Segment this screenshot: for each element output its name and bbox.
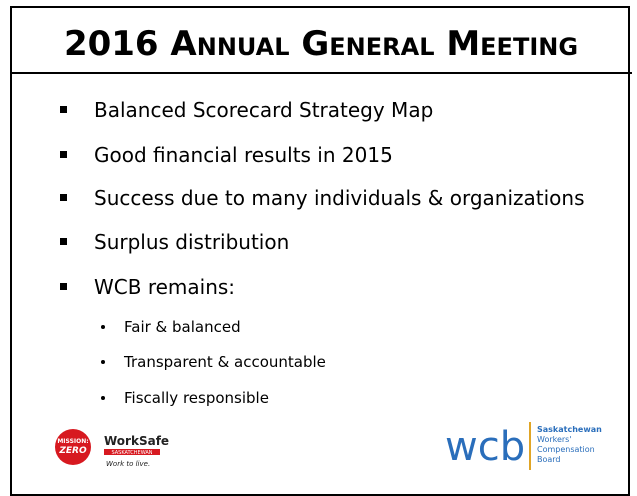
slide-title: 2016 Annual General Meeting <box>63 24 579 64</box>
zero-text: ZERO <box>58 446 87 456</box>
worksafe-logo: MISSION: ZERO WorkSafe SASKATCHEWAN Work… <box>55 429 169 468</box>
sub-bullet: Fiscally responsible <box>124 389 269 407</box>
sub-bullet-marker <box>101 325 105 329</box>
bullet: WCB remains: <box>94 275 236 299</box>
bullet-marker <box>60 238 67 245</box>
bullet-marker <box>60 151 67 158</box>
wcb-line: Workers' <box>537 435 572 444</box>
wcb-line: Saskatchewan <box>537 425 602 434</box>
worksafe-region: SASKATCHEWAN <box>111 450 152 456</box>
bullet-marker <box>60 194 67 201</box>
wcb-logo: wcb Saskatchewan Workers' Compensation B… <box>445 422 602 470</box>
worksafe-bar <box>104 449 160 455</box>
bullet: Success due to many individuals & organi… <box>94 186 585 210</box>
title-rule <box>10 72 632 74</box>
worksafe-tagline: Work to live. <box>106 460 150 468</box>
mission-text: MISSION: <box>57 438 88 445</box>
sub-bullet-marker <box>101 360 105 364</box>
mission-zero-badge <box>55 429 91 465</box>
wcb-line: Compensation <box>537 445 595 454</box>
sub-bullet-marker <box>101 396 105 400</box>
bullet: Good financial results in 2015 <box>94 143 393 167</box>
bullet: Surplus distribution <box>94 230 290 254</box>
bullet-marker <box>60 283 67 290</box>
sub-bullet: Fair & balanced <box>124 318 241 336</box>
sub-bullet: Transparent & accountable <box>124 353 326 371</box>
wcb-line: Board <box>537 455 561 464</box>
bullet: Balanced Scorecard Strategy Map <box>94 98 434 122</box>
wcb-name: wcb <box>445 424 525 470</box>
worksafe-name: WorkSafe <box>104 434 169 448</box>
bullet-marker <box>60 106 67 113</box>
